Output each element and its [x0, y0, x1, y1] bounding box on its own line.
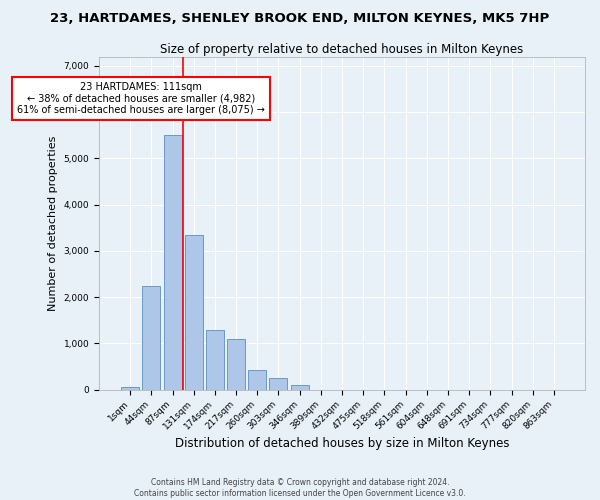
- Bar: [185, 234, 203, 390]
- Bar: [121, 388, 139, 390]
- Text: 23 HARTDAMES: 111sqm
← 38% of detached houses are smaller (4,982)
61% of semi-de: 23 HARTDAMES: 111sqm ← 38% of detached h…: [17, 82, 265, 116]
- X-axis label: Distribution of detached houses by size in Milton Keynes: Distribution of detached houses by size …: [175, 437, 509, 450]
- Bar: [248, 370, 266, 390]
- Bar: [269, 378, 287, 390]
- Bar: [164, 136, 182, 390]
- Bar: [142, 286, 160, 390]
- Bar: [227, 339, 245, 390]
- Bar: [206, 330, 224, 390]
- Text: Contains HM Land Registry data © Crown copyright and database right 2024.
Contai: Contains HM Land Registry data © Crown c…: [134, 478, 466, 498]
- Title: Size of property relative to detached houses in Milton Keynes: Size of property relative to detached ho…: [160, 42, 524, 56]
- Bar: [290, 385, 308, 390]
- Y-axis label: Number of detached properties: Number of detached properties: [48, 136, 58, 311]
- Text: 23, HARTDAMES, SHENLEY BROOK END, MILTON KEYNES, MK5 7HP: 23, HARTDAMES, SHENLEY BROOK END, MILTON…: [50, 12, 550, 26]
